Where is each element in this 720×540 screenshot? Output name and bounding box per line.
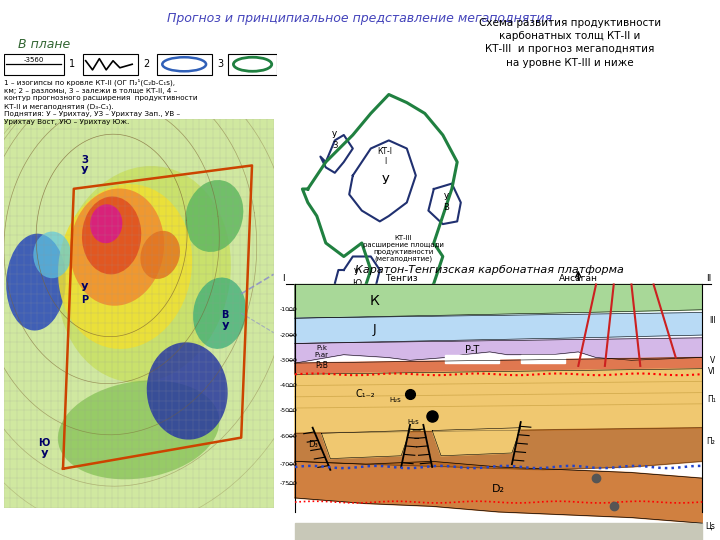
Text: -3000: -3000 — [279, 358, 297, 363]
Text: -4000: -4000 — [279, 383, 297, 388]
Text: П₁: П₁ — [707, 395, 716, 404]
Ellipse shape — [233, 57, 271, 71]
Polygon shape — [295, 461, 702, 523]
Polygon shape — [322, 430, 410, 458]
Text: У: У — [382, 174, 389, 187]
Polygon shape — [295, 357, 702, 374]
Polygon shape — [295, 285, 702, 318]
Ellipse shape — [6, 234, 66, 330]
Text: Тенгиз: Тенгиз — [385, 274, 418, 284]
Ellipse shape — [58, 380, 220, 480]
Text: P₁k
P₁ar: P₁k P₁ar — [315, 346, 328, 359]
Text: -3560: -3560 — [24, 57, 44, 63]
Polygon shape — [295, 428, 702, 470]
Text: КТ-I
I: КТ-I I — [378, 147, 392, 166]
Text: 1: 1 — [69, 59, 76, 69]
Polygon shape — [521, 355, 565, 363]
Polygon shape — [295, 313, 702, 343]
Text: Ю
У: Ю У — [38, 438, 50, 460]
Text: Каратон-Тенгизская карбонатная платформа: Каратон-Тенгизская карбонатная платформа — [355, 265, 624, 275]
Ellipse shape — [147, 342, 228, 440]
Ellipse shape — [193, 278, 246, 349]
Text: -2000: -2000 — [279, 333, 297, 338]
Text: У
В: У В — [444, 193, 449, 212]
Bar — [4, 53, 64, 75]
Ellipse shape — [162, 57, 206, 71]
Text: II: II — [706, 274, 711, 284]
Ellipse shape — [140, 231, 180, 279]
Ellipse shape — [90, 204, 122, 243]
Ellipse shape — [33, 232, 71, 278]
Text: В плане: В плане — [18, 38, 71, 51]
Text: КТ-III
расширение площади
продуктивности
(мегаподнятие): КТ-III расширение площади продуктивности… — [363, 235, 444, 262]
Polygon shape — [295, 338, 702, 363]
Text: Схема развития продуктивности
карбонатных толщ КТ-II и
КТ-III  и прогноз мегапод: Схема развития продуктивности карбонатны… — [479, 18, 661, 68]
Text: -6000: -6000 — [279, 434, 297, 438]
Text: J: J — [373, 323, 377, 336]
Text: У
З: У З — [332, 131, 338, 150]
Polygon shape — [446, 355, 498, 363]
Ellipse shape — [57, 166, 231, 383]
Bar — [157, 53, 212, 75]
Text: -1000: -1000 — [279, 307, 297, 312]
Text: V
VI: V VI — [708, 356, 716, 376]
Text: В разрезе: В разрезе — [598, 286, 659, 299]
Ellipse shape — [82, 197, 141, 274]
Text: Ансаган: Ансаган — [559, 274, 598, 284]
Ellipse shape — [185, 180, 243, 252]
Text: Цs: Цs — [706, 522, 716, 530]
Text: 2: 2 — [143, 59, 149, 69]
Text: D₂: D₂ — [492, 484, 505, 495]
Polygon shape — [295, 523, 702, 540]
Text: P₂В: P₂В — [315, 361, 328, 370]
Ellipse shape — [70, 188, 164, 306]
Text: З
У: З У — [81, 154, 89, 176]
Text: D₃: D₃ — [307, 440, 318, 449]
Polygon shape — [432, 428, 521, 456]
Text: У
Ю: У Ю — [352, 268, 361, 288]
Text: P-T: P-T — [465, 346, 479, 355]
Polygon shape — [295, 369, 702, 433]
Text: III: III — [708, 316, 716, 326]
Bar — [228, 53, 277, 75]
Text: 1 – изогипсы по кровле КТ-II (ОГ П₂¹(C₂b-C₁s),
км; 2 – разломы, 3 – залежи в тол: 1 – изогипсы по кровле КТ-II (ОГ П₂¹(C₂b… — [4, 78, 197, 125]
Polygon shape — [4, 119, 274, 508]
Text: У
Р: У Р — [81, 283, 89, 305]
Text: -7500: -7500 — [279, 481, 297, 487]
Text: К: К — [370, 294, 379, 308]
Text: П₂: П₂ — [707, 437, 716, 446]
Text: -5000: -5000 — [279, 408, 297, 413]
Text: -7000: -7000 — [279, 462, 297, 467]
Bar — [83, 53, 138, 75]
Text: В
У: В У — [221, 310, 229, 332]
Text: Прогноз и принципиальное представление мегаподнятия: Прогноз и принципиальное представление м… — [168, 12, 552, 25]
Text: С₁₋₂: С₁₋₂ — [356, 389, 376, 399]
Text: H₂s: H₂s — [407, 419, 419, 425]
Text: H₂s: H₂s — [390, 396, 401, 403]
Text: 3: 3 — [217, 59, 223, 69]
Ellipse shape — [58, 184, 192, 349]
Text: I: I — [282, 274, 284, 284]
